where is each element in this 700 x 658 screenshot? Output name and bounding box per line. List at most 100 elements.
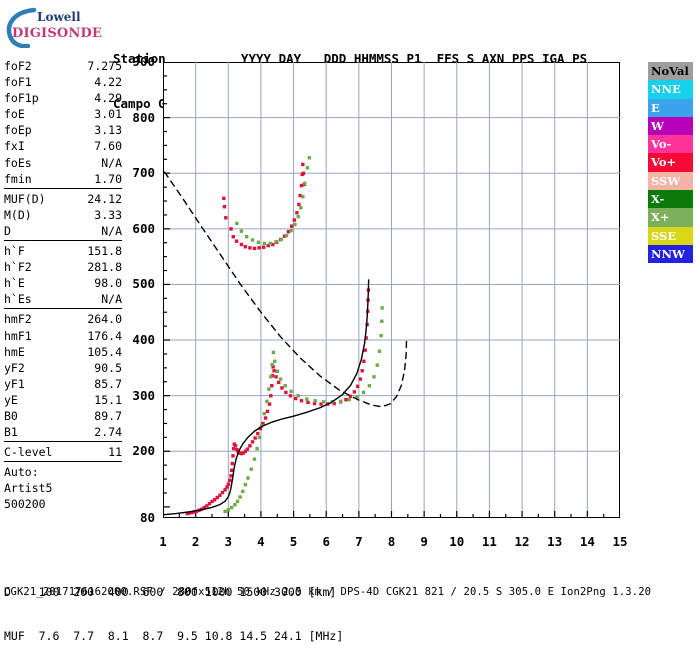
y-tick-label: 600 (132, 220, 155, 236)
x-tick-label: 2 (191, 534, 200, 549)
param-key: yE (4, 392, 18, 407)
param-row: h`F2 281.8 (4, 259, 122, 275)
param-key: B0 (4, 408, 18, 423)
param-key: foEs (4, 155, 32, 170)
param-key: hmF2 (4, 312, 32, 327)
x-tick-label: 7 (355, 534, 363, 549)
legend-item-noval[interactable]: NoVal (648, 62, 693, 81)
series-true-height-profile-n-h- (163, 279, 370, 516)
param-value: N/A (101, 223, 122, 238)
legend-item-e[interactable]: E (648, 98, 693, 117)
param-key: hmF1 (4, 328, 32, 343)
legend-item-x-[interactable]: X- (648, 190, 693, 209)
y-tick-label: 400 (132, 332, 155, 348)
legend-item-vo-[interactable]: Vo- (648, 135, 693, 154)
legend-item-sse[interactable]: SSE (648, 226, 693, 245)
param-row: yE 15.1 (4, 392, 122, 408)
param-value: 264.0 (87, 312, 122, 327)
param-key: fxI (4, 139, 25, 154)
polarization-legend[interactable]: NoVal NNE E W Vo- Vo+ SSW X- X+ SSE NNW (648, 62, 693, 264)
param-row: hmE 105.4 (4, 344, 122, 360)
param-row: foEs N/A (4, 155, 122, 171)
param-key: fmin (4, 171, 32, 186)
param-key: yF1 (4, 376, 25, 391)
param-key: foF1 (4, 75, 32, 90)
legend-item-w[interactable]: W (648, 116, 693, 136)
param-value: 3.33 (94, 207, 122, 222)
y-tick-label: 700 (132, 165, 155, 181)
x-tick-label: 12 (514, 534, 530, 549)
legend-item-nnw[interactable]: NNW (648, 244, 693, 264)
param-value: N/A (101, 292, 122, 307)
table-divider (4, 461, 122, 463)
x-tick-label: 4 (257, 534, 265, 549)
series-x-trace-x-x- (223, 306, 384, 514)
param-row: B1 2.74 (4, 424, 122, 440)
y-tick-label: 200 (132, 443, 155, 459)
version-code: 500200 (4, 497, 46, 512)
param-value: 281.8 (87, 260, 122, 275)
muf-distance-row: D 100 200 400 600 800 1000 1500 3000 [km… (4, 585, 337, 599)
param-row: yF2 90.5 (4, 360, 122, 376)
param-row: MUF(D) 24.12 (4, 191, 122, 207)
param-key: D (4, 223, 11, 238)
table-divider (4, 187, 122, 189)
y-tick-label: 900 (132, 54, 155, 69)
x-tick-label: 10 (449, 534, 465, 549)
x-tick-label: 15 (612, 534, 628, 549)
param-value: 7.275 (87, 59, 122, 73)
logo-brand-top: Lowell (37, 10, 81, 24)
muf-frequency-row: MUF 7.6 7.7 8.1 8.7 9.5 10.8 14.5 24.1 [… (4, 628, 344, 643)
x-tick-label: 13 (547, 534, 563, 549)
param-value: 85.7 (94, 376, 122, 391)
table-divider (4, 441, 122, 443)
logo-arc-icon (6, 7, 37, 48)
param-row: C-level 11 (4, 444, 122, 460)
grid-lines (163, 62, 620, 518)
ionogram-plot[interactable] (163, 62, 620, 518)
param-value: 24.12 (87, 191, 122, 206)
parameter-table: foF2 7.275 foF1 4.22 foF1p 4.29 foE 3.01 foE… (4, 58, 122, 513)
param-row: h`F 151.8 (4, 243, 122, 259)
autoscaler: Artist5 (4, 481, 53, 496)
x-tick-label: 11 (481, 534, 497, 549)
param-row: h`Es N/A (4, 291, 122, 307)
x-tick-label: 1 (159, 534, 167, 549)
param-value: 1.70 (94, 171, 122, 186)
table-divider (4, 240, 122, 242)
param-row: foF1 4.22 (4, 74, 122, 90)
param-row: h`E 98.0 (4, 275, 122, 291)
x-tick-label: 8 (387, 534, 396, 549)
param-row: hmF2 264.0 (4, 311, 122, 327)
param-key: B1 (4, 425, 18, 440)
series-2nd-hop-x-trace (235, 156, 312, 246)
param-row: M(D) 3.33 (4, 207, 122, 223)
param-value: 89.7 (94, 408, 122, 423)
legend-item-ssw[interactable]: SSW (648, 171, 693, 191)
param-key: C-level (4, 445, 53, 460)
legend-item-nne[interactable]: NNE (648, 80, 693, 99)
param-key: h`E (4, 276, 25, 291)
param-row: foEp 3.13 (4, 122, 122, 138)
legend-item-x-[interactable]: X+ (648, 208, 693, 227)
x-tick-label: 6 (322, 534, 330, 549)
series-muf-d-curve-dashed- (163, 171, 408, 408)
param-row: fmin 1.70 (4, 171, 122, 187)
axis-ticks (163, 62, 620, 518)
param-value: 7.60 (94, 139, 122, 154)
param-value: 11 (108, 445, 122, 460)
param-value: 4.29 (94, 91, 122, 106)
x-tick-label: 3 (224, 534, 233, 549)
logo-brand-bottom: DIGISONDE (12, 26, 103, 41)
muf-table: D 100 200 400 600 800 1000 1500 3000 [km… (4, 556, 343, 658)
param-value: 98.0 (94, 276, 122, 291)
param-key: foF1p (4, 91, 39, 106)
auto-label: Auto: (4, 465, 39, 480)
param-value: 15.1 (94, 392, 122, 407)
param-value: 4.22 (94, 75, 122, 90)
legend-item-vo-[interactable]: Vo+ (648, 153, 693, 172)
param-row: B0 89.7 (4, 408, 122, 424)
param-key: MUF(D) (4, 191, 46, 206)
param-key: yF2 (4, 360, 25, 375)
param-key: h`Es (4, 292, 32, 307)
